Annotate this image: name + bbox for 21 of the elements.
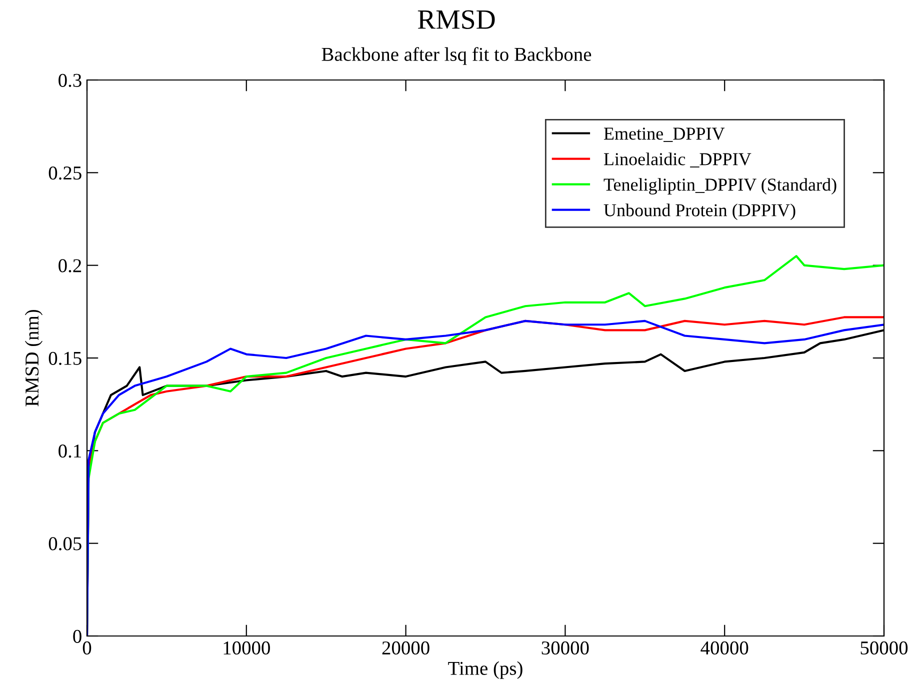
y-tick-label: 0.3 [58,74,82,88]
x-tick-label: 40000 [700,641,748,655]
legend-label: Linoelaidic _DPPIV [604,152,752,168]
legend-label: Unbound Protein (DPPIV) [604,204,796,220]
x-tick-label: 0 [82,641,92,655]
x-tick-label: 20000 [382,641,430,655]
chart-title: RMSD [418,10,495,29]
y-tick-label: 0 [73,630,82,643]
y-tick-label: 0.1 [58,444,81,458]
y-tick-label: 0.2 [58,259,82,272]
chart-subtitle: Backbone after lsq fit to Backbone [322,47,592,65]
legend-label: Teneligliptin_DPPIV (Standard) [604,178,836,195]
y-tick-label: 0.25 [48,166,82,180]
x-tick-label: 50000 [860,641,908,655]
y-tick-label: 0.05 [48,537,82,550]
legend-label: Emetine_DPPIV [604,128,725,142]
y-axis-title: RMSD (nm) [24,310,43,406]
y-tick-label: 0.15 [48,352,82,366]
x-tick-label: 10000 [224,641,270,655]
x-axis-title: Time (ps) [448,661,522,679]
x-tick-label: 30000 [542,641,589,655]
